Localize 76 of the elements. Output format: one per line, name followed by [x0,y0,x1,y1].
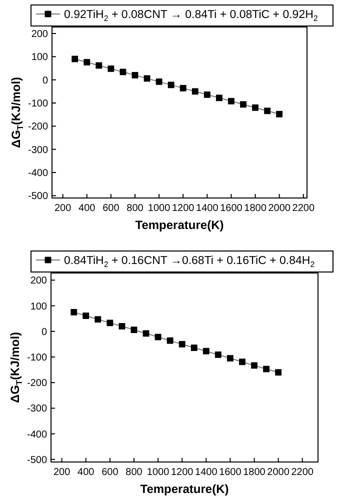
point [204,91,210,98]
x-tick-label: 600 [102,467,119,478]
point [156,78,162,85]
point [190,344,198,351]
point [216,94,222,102]
x-tick-label: 800 [126,467,143,478]
x-tick-label: 1800 [243,467,266,478]
point [214,351,222,358]
x-tick-label: 2000 [268,203,291,214]
point [72,56,78,62]
point [168,82,174,88]
point [84,59,90,66]
legend-label: 0.92TiH$_{2}$ + 0.08CNT → 0.84Ti + 0.08TiC + 0.92H$_{2}$ [64,9,318,23]
point [192,88,198,95]
point [82,312,90,319]
x-tick-label: 800 [126,203,144,214]
point [227,355,234,362]
point [166,337,174,344]
point [70,308,78,316]
point [275,369,282,376]
y-tick-label: -400 [26,429,48,440]
y-tick-label: 100 [30,301,48,312]
x-tick-label: 200 [54,203,72,214]
x-tick-label: 1400 [195,467,218,478]
point [96,62,102,69]
y-tick-label: -200 [26,378,48,390]
x-axis-title: Temperature(K) [135,218,224,232]
x-tick-label: 1600 [219,467,242,478]
legend-label: 0.84TiH$_{2}$ + 0.16CNT →0.68Ti + 0.16TiC + 0.84H$_{2}$ [64,255,316,269]
x-tick-label: 1000 [146,467,170,478]
y-tick-label: -400 [28,168,48,180]
point [252,104,258,111]
point [202,348,210,354]
point [108,66,114,72]
y-tick-label: 0 [42,75,48,86]
x-tick-label: 1600 [220,203,243,214]
x-tick-label: 1000 [148,203,171,214]
point [106,320,114,326]
y-tick-label: -100 [26,352,48,364]
point [228,98,234,104]
x-tick-label: 2000 [267,467,290,478]
x-tick-label: 2200 [291,467,314,478]
y-tick-label: -200 [28,122,48,133]
point [264,108,271,114]
x-tick-label: 2200 [292,203,315,214]
y-tick-label: 200 [30,276,48,287]
x-tick-label: 1400 [196,203,219,214]
x-tick-label: 1200 [170,467,194,478]
x-tick-label: 1800 [244,203,267,214]
x-tick-label: 1200 [172,203,195,214]
x-tick-label: 400 [78,203,96,214]
point [180,84,186,92]
y-tick-label: -500 [26,454,48,466]
y-tick-label: -500 [28,191,48,202]
point [240,101,246,108]
y-tick-label: -100 [28,98,48,110]
point [276,110,283,118]
point [118,323,126,330]
point [142,330,150,337]
y-tick-label: -300 [26,404,48,415]
y-tick-label: 100 [31,52,48,64]
point [263,366,270,372]
point [94,316,102,323]
point [239,358,246,366]
point [144,75,150,82]
y-tick-label: 0 [41,326,48,338]
x-tick-label: 400 [78,467,95,478]
point [132,72,138,78]
point [130,326,138,334]
point [251,362,258,369]
x-tick-label: 600 [102,203,120,214]
y-tick-label: 200 [31,28,48,40]
point [178,340,186,348]
x-tick-label: 200 [53,467,71,478]
x-axis-title: Temperature(K) [140,482,229,496]
y-tick-label: -300 [28,144,48,156]
